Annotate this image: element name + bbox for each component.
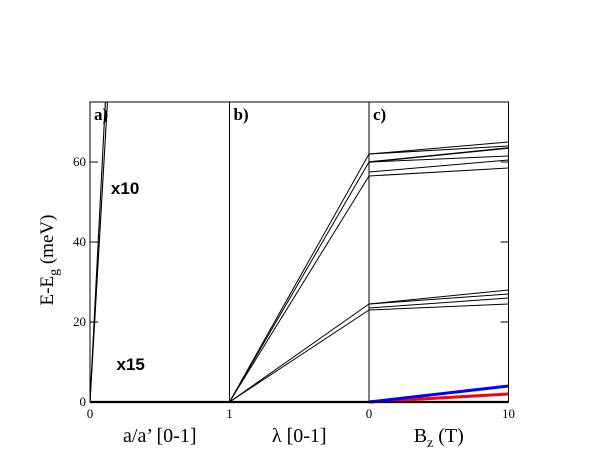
panel-frame-3 [368,101,509,403]
plot-text: 0 a) a/a’ [0-1] x10 x15 1 b) λ [0-1] 0 10 c) Bz (T)… [37,105,515,451]
panel-label-1: a) [94,105,108,124]
series-line-panel-3-1 [368,141,509,155]
plot-ticks [89,102,509,403]
y-tick-label-4: 60 [73,154,86,169]
y-tick-label-1: 0 [80,394,87,409]
y-axis-title: E-Eg (meV) [37,215,62,306]
series-line-panel-3-10 [368,303,509,311]
plot-lines [89,101,509,404]
panel-label-3: c) [373,105,386,124]
panel-label-2: b) [234,105,249,124]
x-axis-title-panel-2: λ [0-1] [272,425,327,447]
y-tick-label-3: 40 [73,234,86,249]
x-tick-label-panel-3-2: 10 [502,406,515,421]
annotation-1: x10 [111,179,139,198]
panel-frame-1 [89,101,230,403]
series-line-panel-1-2 [89,101,106,403]
series-line-panel-3-3 [368,147,509,163]
x-axis-title-panel-1: a/a’ [0-1] [123,425,196,447]
x-axis-title-panel-3: Bz (T) [414,425,464,451]
series-line-panel-3-4 [368,155,509,163]
series-line-panel-2-4 [229,303,370,403]
x-tick-label-panel-2-1: 1 [226,406,233,421]
series-line-panel-2-1 [229,153,370,403]
series-line-panel-3-7 [368,289,509,305]
series-line-panel-2-2 [229,161,370,403]
series-line-panel-3-8 [368,293,509,305]
series-line-panel-2-3 [229,175,370,403]
series-line-panel-3-13 [368,384,509,404]
series-line-panel-3-2 [368,145,509,155]
panel-frame-2 [229,101,370,403]
series-line-panel-3-6 [368,167,509,177]
y-tick-label-2: 20 [73,314,86,329]
x-tick-label-panel-3-1: 0 [366,406,373,421]
series-line-panel-3-5 [368,159,509,173]
annotation-2: x15 [117,355,145,374]
series-line-panel-3-9 [368,297,509,309]
x-tick-label-panel-1-1: 0 [87,406,94,421]
plot-frame [89,101,509,403]
series-line-panel-2-5 [229,309,370,403]
